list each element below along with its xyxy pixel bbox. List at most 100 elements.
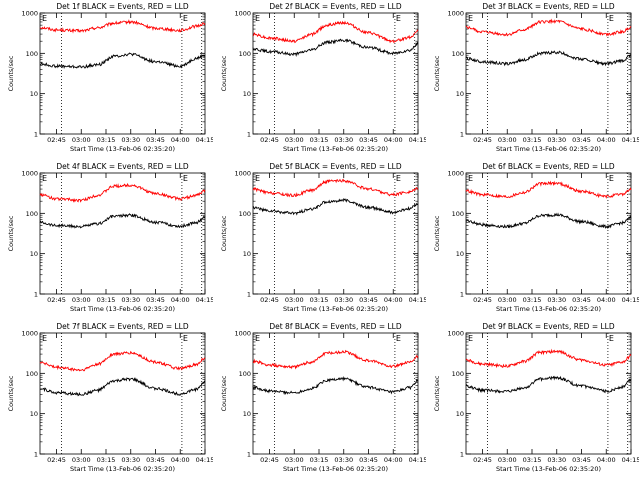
marker-label-left: E [42, 334, 47, 343]
y-tick-label: 1 [247, 131, 251, 139]
detector-panel: Det 3f BLACK = Events, RED = LLD 1 10 100 10… [426, 0, 639, 160]
x-tick-label: 03:00 [72, 136, 91, 144]
panel-title: Det 7f BLACK = Events, RED = LLD [56, 322, 189, 331]
y-tick-label: 1 [460, 131, 464, 139]
panel-title: Det 1f BLACK = Events, RED = LLD [56, 2, 189, 11]
marker-label-left: E [468, 334, 473, 343]
detector-panel: Det 4f BLACK = Events, RED = LLD 1 10 100 10… [0, 160, 213, 320]
x-tick-label: 02:45 [47, 456, 66, 464]
lld-series-line [252, 349, 419, 370]
lld-series-line [252, 178, 419, 198]
y-tick-label: 1 [34, 291, 38, 299]
plot-frame [39, 172, 206, 295]
plot-frame [39, 12, 206, 135]
x-tick-label: 04:15 [196, 136, 213, 144]
x-tick-label: 04:15 [196, 296, 213, 304]
marker-label-left: E [468, 174, 473, 183]
y-axis-label: Counts/sec [220, 215, 228, 251]
events-series-line [465, 50, 632, 67]
panel-title: Det 9f BLACK = Events, RED = LLD [482, 322, 615, 331]
x-tick-label: 04:00 [597, 296, 616, 304]
events-series-line [39, 377, 206, 397]
plot-frame [465, 12, 632, 135]
y-tick-label: 1000 [234, 170, 251, 178]
x-tick-label: 04:15 [622, 296, 639, 304]
plot-frame [465, 172, 632, 295]
y-tick-label: 100 [452, 370, 464, 378]
x-axis-label: Start Time (13-Feb-06 02:35:20) [283, 145, 388, 153]
marker-label-left: E [255, 334, 260, 343]
marker-label-right: E [396, 334, 401, 343]
x-axis-label: Start Time (13-Feb-06 02:35:20) [70, 465, 175, 473]
x-tick-label: 03:15 [310, 136, 329, 144]
marker-label-left: E [42, 14, 47, 23]
y-axis-label: Counts/sec [433, 215, 441, 251]
y-tick-label: 10 [30, 410, 38, 418]
detector-chart: Det 7f BLACK = Events, RED = LLD 1 10 100 10… [7, 322, 213, 473]
x-tick-label: 03:45 [359, 136, 378, 144]
x-tick-label: 03:30 [121, 136, 140, 144]
marker-label-right: E [609, 174, 614, 183]
y-tick-label: 1 [34, 131, 38, 139]
x-tick-label: 04:00 [171, 296, 190, 304]
y-tick-label: 1000 [21, 330, 38, 338]
x-tick-label: 02:45 [260, 296, 279, 304]
x-tick-label: 03:00 [285, 456, 304, 464]
panel-title: Det 6f BLACK = Events, RED = LLD [482, 162, 615, 171]
y-tick-label: 1 [460, 291, 464, 299]
y-tick-label: 1 [34, 451, 38, 459]
x-tick-label: 03:00 [72, 456, 91, 464]
panel-title: Det 5f BLACK = Events, RED = LLD [269, 162, 402, 171]
detector-chart: Det 1f BLACK = Events, RED = LLD 1 10 100 10… [7, 2, 213, 153]
lld-series-line [39, 19, 206, 34]
x-axis-label: Start Time (13-Feb-06 02:35:20) [496, 305, 601, 313]
x-tick-label: 03:45 [146, 136, 165, 144]
y-tick-label: 1000 [21, 170, 38, 178]
x-axis-label: Start Time (13-Feb-06 02:35:20) [496, 465, 601, 473]
x-tick-label: 04:00 [384, 136, 403, 144]
marker-label-right: E [396, 174, 401, 183]
x-tick-label: 03:15 [97, 296, 116, 304]
x-tick-label: 03:00 [498, 296, 517, 304]
x-tick-label: 03:00 [285, 136, 304, 144]
x-tick-label: 03:45 [572, 456, 591, 464]
events-series-line [465, 212, 632, 230]
y-tick-label: 1000 [447, 330, 464, 338]
x-tick-label: 04:15 [622, 456, 639, 464]
marker-label-right: E [183, 14, 188, 23]
panel-title: Det 3f BLACK = Events, RED = LLD [482, 2, 615, 11]
x-tick-label: 03:30 [121, 456, 140, 464]
x-tick-label: 02:45 [260, 136, 279, 144]
x-tick-label: 04:15 [409, 296, 426, 304]
lld-series-line [465, 18, 632, 37]
lld-series-line [39, 182, 206, 203]
x-tick-label: 02:45 [473, 296, 492, 304]
x-tick-label: 02:45 [47, 296, 66, 304]
x-tick-label: 03:15 [523, 296, 542, 304]
detector-panel: Det 2f BLACK = Events, RED = LLD 1 10 100 10… [213, 0, 426, 160]
x-tick-label: 03:45 [146, 296, 165, 304]
events-series-line [39, 52, 206, 69]
lld-series-line [465, 180, 632, 199]
marker-label-left: E [42, 174, 47, 183]
y-tick-label: 100 [26, 50, 38, 58]
x-axis-label: Start Time (13-Feb-06 02:35:20) [283, 465, 388, 473]
y-axis-label: Counts/sec [7, 55, 15, 91]
y-tick-label: 1000 [234, 10, 251, 18]
events-series-line [39, 213, 206, 229]
x-tick-label: 03:15 [523, 136, 542, 144]
y-tick-label: 100 [26, 210, 38, 218]
x-axis-label: Start Time (13-Feb-06 02:35:20) [70, 305, 175, 313]
marker-label-right: E [183, 174, 188, 183]
y-tick-label: 100 [26, 370, 38, 378]
detector-chart: Det 2f BLACK = Events, RED = LLD 1 10 100 10… [220, 2, 426, 153]
y-axis-label: Counts/sec [433, 375, 441, 411]
marker-label-right: E [609, 14, 614, 23]
y-tick-label: 1000 [447, 10, 464, 18]
detector-panel: Det 1f BLACK = Events, RED = LLD 1 10 100 10… [0, 0, 213, 160]
x-tick-label: 04:00 [384, 296, 403, 304]
y-axis-label: Counts/sec [7, 375, 15, 411]
plot-frame [252, 332, 419, 455]
x-tick-label: 03:30 [121, 296, 140, 304]
marker-label-right: E [609, 334, 614, 343]
